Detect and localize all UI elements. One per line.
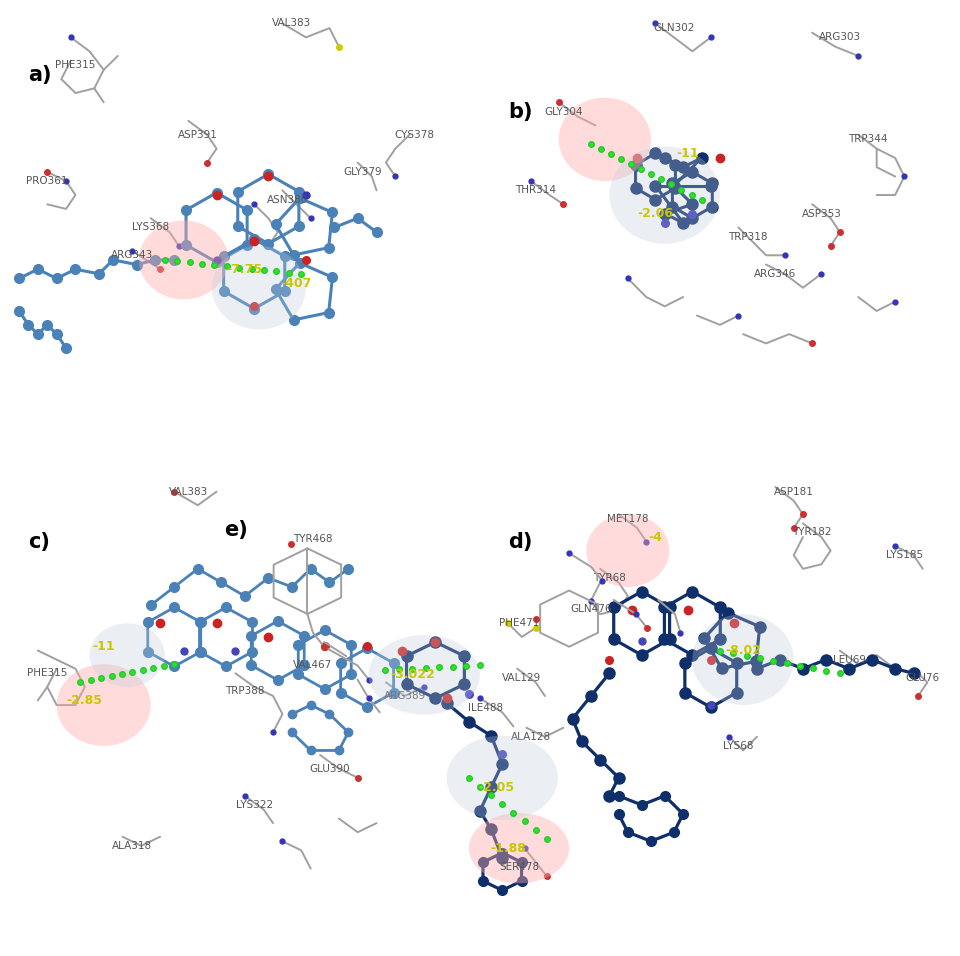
Ellipse shape	[468, 813, 569, 883]
Text: GLN476: GLN476	[570, 604, 612, 615]
Text: -11: -11	[677, 147, 699, 160]
Text: LYS368: LYS368	[132, 223, 169, 232]
Text: SER478: SER478	[499, 862, 539, 872]
Text: CYS378: CYS378	[395, 130, 434, 140]
Text: ALA318: ALA318	[112, 841, 152, 851]
Text: TYR468: TYR468	[293, 534, 333, 544]
Text: GLY379: GLY379	[343, 167, 382, 177]
Text: ASP181: ASP181	[774, 487, 814, 496]
Text: e): e)	[224, 520, 248, 540]
Text: TYR182: TYR182	[792, 528, 832, 537]
Text: THR314: THR314	[516, 185, 556, 195]
Text: VAL383: VAL383	[169, 487, 208, 496]
Ellipse shape	[57, 664, 151, 746]
Text: TRP318: TRP318	[728, 231, 767, 242]
Text: ASN380: ASN380	[267, 195, 308, 205]
Text: TRP344: TRP344	[848, 135, 887, 144]
Text: LYS185: LYS185	[886, 551, 923, 560]
Ellipse shape	[587, 514, 669, 587]
Text: -407: -407	[281, 276, 312, 290]
Text: LEU69: LEU69	[832, 655, 866, 664]
Text: PHE315: PHE315	[56, 60, 96, 70]
Text: ARG346: ARG346	[755, 269, 797, 279]
Text: ALA128: ALA128	[511, 732, 551, 742]
Text: -11: -11	[92, 640, 115, 653]
Text: GLU76: GLU76	[905, 673, 940, 683]
Ellipse shape	[369, 635, 480, 715]
Text: PHE315: PHE315	[27, 668, 67, 678]
Text: MET178: MET178	[607, 514, 649, 524]
Text: GLU390: GLU390	[309, 764, 349, 773]
Text: a): a)	[29, 65, 52, 85]
Ellipse shape	[89, 623, 165, 686]
Text: TYR68: TYR68	[593, 573, 626, 583]
Text: -2.05: -2.05	[479, 781, 515, 793]
Ellipse shape	[139, 221, 228, 299]
Text: -2.06: -2.06	[637, 207, 674, 220]
Text: -7.75: -7.75	[227, 263, 263, 275]
Text: LYS322: LYS322	[235, 800, 273, 810]
Text: d): d)	[508, 532, 533, 553]
Ellipse shape	[559, 98, 651, 181]
Text: GLY304: GLY304	[544, 106, 583, 117]
Text: ARG389: ARG389	[384, 691, 426, 701]
Ellipse shape	[692, 615, 794, 706]
Text: PHE471: PHE471	[499, 619, 540, 628]
Text: b): b)	[508, 102, 533, 122]
Ellipse shape	[610, 146, 720, 244]
Text: ASP353: ASP353	[802, 208, 841, 219]
Text: VAL129: VAL129	[502, 673, 541, 683]
Text: ARG343: ARG343	[110, 250, 153, 260]
Text: -3.022: -3.022	[391, 668, 436, 682]
Text: TRP388: TRP388	[225, 686, 265, 696]
Text: -1.88: -1.88	[490, 841, 526, 855]
Text: -2.85: -2.85	[67, 694, 103, 707]
Text: PRO361: PRO361	[27, 176, 68, 186]
Ellipse shape	[446, 736, 558, 820]
Text: GLN302: GLN302	[653, 23, 695, 33]
Text: ARG303: ARG303	[819, 33, 861, 42]
Text: ILE488: ILE488	[468, 703, 503, 712]
Text: VAL467: VAL467	[294, 661, 332, 670]
Text: -8.02: -8.02	[725, 644, 761, 657]
Text: ASP391: ASP391	[178, 130, 218, 140]
Ellipse shape	[212, 246, 306, 330]
Text: VAL383: VAL383	[273, 18, 311, 29]
Text: LYS68: LYS68	[723, 741, 754, 750]
Text: -4: -4	[649, 531, 662, 544]
Text: c): c)	[29, 532, 50, 553]
